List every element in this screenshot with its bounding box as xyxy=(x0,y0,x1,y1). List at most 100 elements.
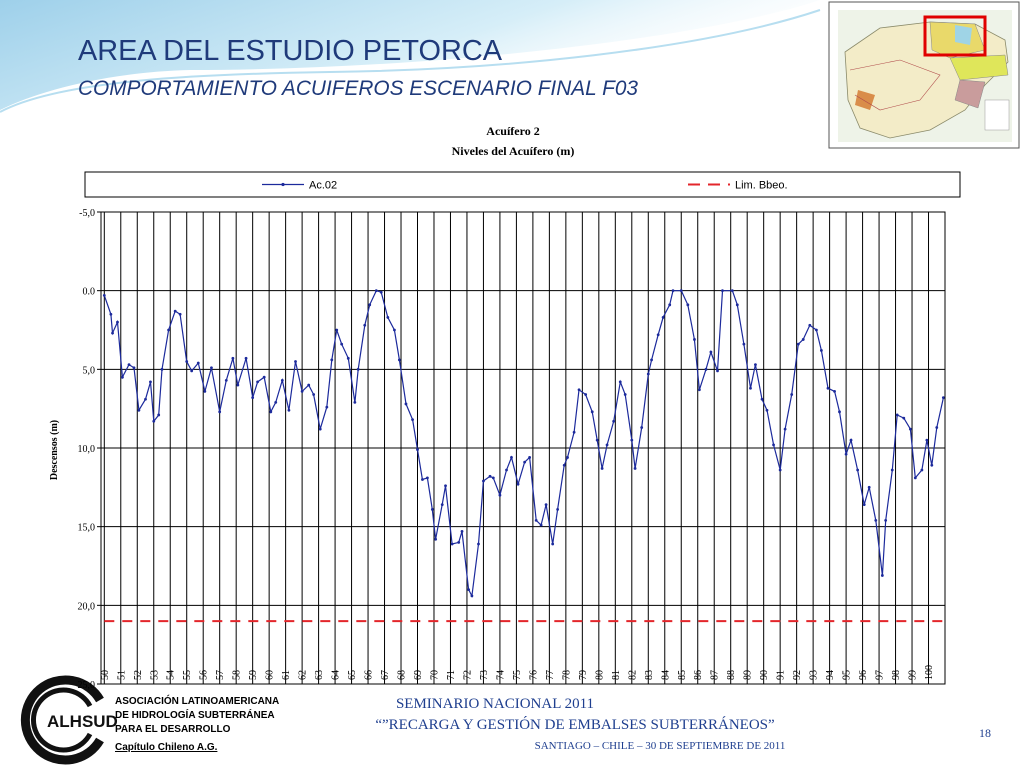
x-tick-label: 53 xyxy=(149,670,160,680)
page-number: 18 xyxy=(979,726,991,740)
data-point xyxy=(600,467,604,470)
x-tick-label: 72 xyxy=(462,670,473,680)
data-point xyxy=(379,290,383,294)
data-point xyxy=(693,338,696,341)
data-point xyxy=(386,316,390,319)
x-tick-label: 74 xyxy=(495,670,506,680)
data-point xyxy=(742,342,746,346)
data-point xyxy=(590,410,594,414)
data-point xyxy=(137,408,141,412)
data-point xyxy=(913,476,917,480)
data-point xyxy=(280,378,284,382)
data-point xyxy=(132,366,136,370)
data-point xyxy=(778,468,782,472)
data-point xyxy=(679,289,683,293)
data-point xyxy=(167,328,170,332)
data-point xyxy=(908,427,912,431)
data-point xyxy=(902,416,906,420)
data-point xyxy=(925,438,929,442)
data-point xyxy=(523,460,527,464)
data-point xyxy=(397,358,401,362)
data-point xyxy=(368,303,372,307)
data-point xyxy=(160,367,164,371)
data-point xyxy=(157,413,161,417)
data-point xyxy=(470,594,474,598)
data-point xyxy=(224,378,228,382)
data-point xyxy=(856,468,860,472)
x-tick-label: 52 xyxy=(133,670,144,680)
x-tick-label: 67 xyxy=(380,670,391,680)
data-point xyxy=(826,386,830,390)
data-point xyxy=(244,356,248,360)
x-tick-label: 58 xyxy=(232,670,243,680)
x-tick-label: 69 xyxy=(413,670,424,680)
data-point xyxy=(566,456,569,459)
data-point xyxy=(656,333,660,337)
x-tick-label: 91 xyxy=(776,670,787,680)
data-point xyxy=(149,380,152,384)
x-tick-label: 83 xyxy=(644,670,655,680)
data-point xyxy=(551,542,555,546)
data-point xyxy=(819,349,823,352)
x-tick-label: 65 xyxy=(347,670,358,680)
data-point xyxy=(498,493,502,497)
data-point xyxy=(801,338,805,341)
data-point xyxy=(231,356,235,360)
plot-frame xyxy=(100,211,946,685)
data-point xyxy=(623,393,627,396)
data-point xyxy=(760,397,764,401)
data-point xyxy=(434,537,438,541)
data-point xyxy=(307,383,311,387)
data-point xyxy=(152,419,156,423)
x-tick-label: 55 xyxy=(182,670,193,680)
data-point xyxy=(477,542,480,546)
slide-title: AREA DEL ESTUDIO PETORCA xyxy=(78,35,503,67)
data-point xyxy=(185,360,189,363)
x-tick-label: 61 xyxy=(281,670,292,680)
data-point xyxy=(935,426,939,429)
data-point xyxy=(867,485,871,489)
y-tick-label: 15,0 xyxy=(78,523,96,534)
data-point xyxy=(325,405,329,409)
x-tick-label: 63 xyxy=(314,670,325,680)
data-point xyxy=(630,438,634,442)
data-point xyxy=(236,383,240,387)
data-point xyxy=(274,400,278,404)
x-tick-label: 85 xyxy=(677,670,688,680)
data-point xyxy=(411,418,414,422)
data-point xyxy=(482,479,485,483)
x-tick-label: 62 xyxy=(298,670,309,680)
data-point xyxy=(920,468,924,472)
data-point xyxy=(251,396,255,400)
data-point xyxy=(353,400,357,404)
data-point xyxy=(505,468,508,472)
data-point xyxy=(340,342,344,346)
legend-box xyxy=(84,171,961,198)
chart-subtitle: Niveles del Acuífero (m) xyxy=(452,144,575,158)
data-point xyxy=(572,430,576,434)
data-point xyxy=(457,541,461,544)
data-point xyxy=(416,448,419,451)
data-point xyxy=(109,312,113,316)
data-point xyxy=(404,402,408,406)
data-point xyxy=(491,476,495,480)
data-point xyxy=(595,438,599,442)
data-point xyxy=(534,518,538,522)
x-tick-label: 79 xyxy=(578,670,589,680)
data-point xyxy=(735,303,739,307)
x-tick-label: 77 xyxy=(545,670,556,680)
y-tick-label: -5,0 xyxy=(79,208,95,219)
data-point xyxy=(116,320,119,324)
data-point xyxy=(421,478,424,481)
data-point xyxy=(783,427,787,431)
data-point xyxy=(510,456,513,459)
data-point xyxy=(425,476,429,480)
data-point xyxy=(562,463,566,467)
data-point xyxy=(930,463,934,467)
org-line: ASOCIACIÓN LATINOAMERICANA xyxy=(115,694,279,707)
data-point xyxy=(544,503,548,507)
data-point xyxy=(556,507,560,511)
data-point xyxy=(874,518,878,522)
footer-line: “”RECARGA Y GESTIÓN DE EMBALSES SUBTERRÁ… xyxy=(375,716,774,733)
